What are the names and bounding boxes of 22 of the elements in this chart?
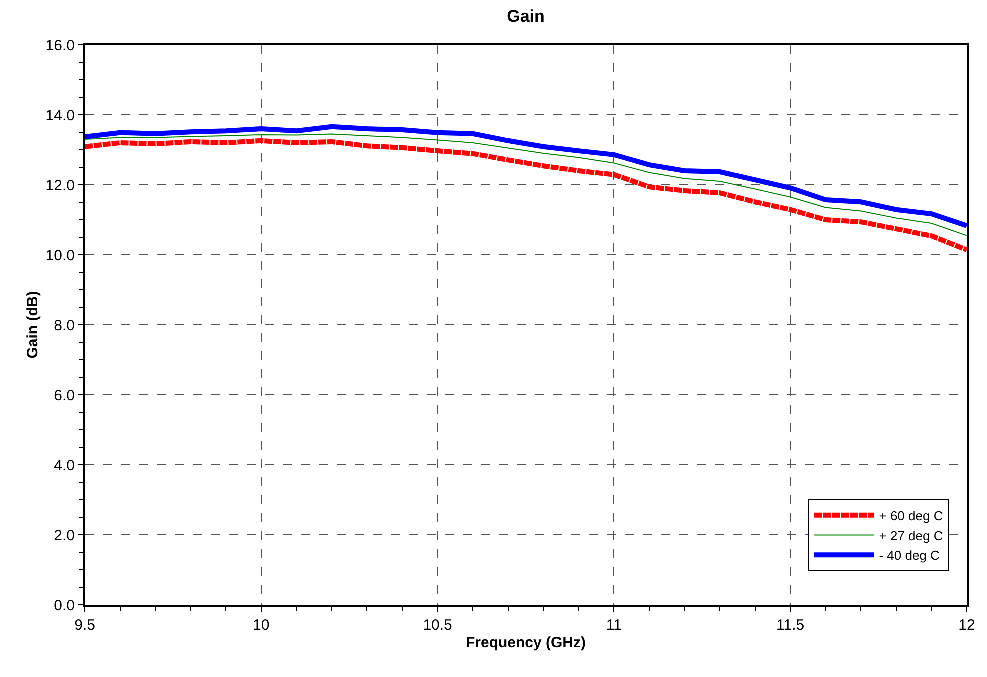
y-tick-label: 6.0	[54, 387, 75, 404]
x-tick-label: 11.5	[776, 617, 805, 634]
x-tick-label: 11	[606, 617, 622, 634]
x-tick-label: 9.5	[74, 617, 96, 634]
y-tick-label: 14.0	[46, 107, 75, 124]
y-tick-label: 10.0	[46, 247, 75, 264]
y-axis-title: Gain (dB)	[24, 291, 42, 359]
legend-label: + 27 deg C	[879, 528, 944, 544]
legend-label: + 60 deg C	[879, 508, 944, 524]
x-tick-label: 10.5	[423, 617, 452, 634]
y-tick-label: 16.0	[46, 37, 75, 54]
legend-label: - 40 deg C	[879, 548, 940, 564]
x-tick-label: 10	[253, 617, 270, 634]
line-series	[85, 134, 967, 236]
y-tick-label: 2.0	[54, 527, 75, 544]
x-axis-title: Frequency (GHz)	[466, 634, 586, 652]
y-tick-label: 8.0	[54, 317, 75, 334]
y-tick-label: 12.0	[46, 177, 75, 194]
y-tick-label: 4.0	[54, 457, 75, 474]
chart-title: Gain	[507, 7, 545, 26]
x-tick-label: 12	[958, 617, 976, 634]
y-tick-label: 0.0	[54, 597, 75, 614]
